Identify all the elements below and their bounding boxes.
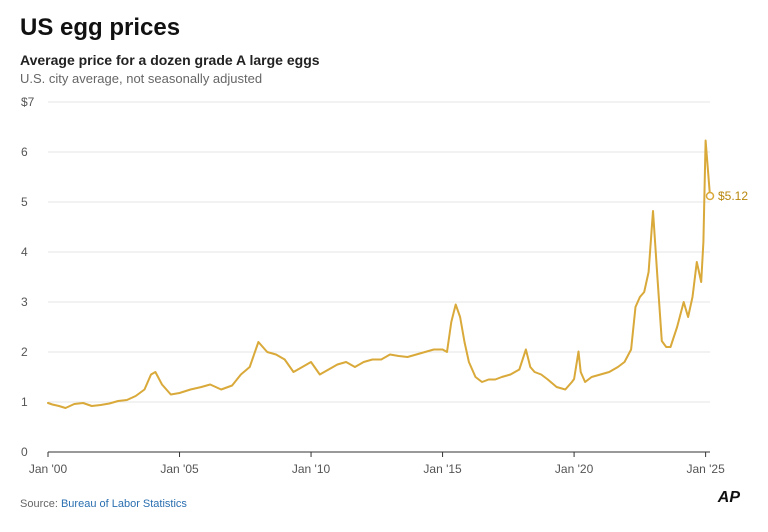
x-tick-label: Jan '10 <box>292 462 331 476</box>
y-tick-label: 6 <box>21 145 28 159</box>
chart-note: U.S. city average, not seasonally adjust… <box>20 71 263 86</box>
x-tick-label: Jan '20 <box>555 462 594 476</box>
source-link[interactable]: Bureau of Labor Statistics <box>60 498 187 510</box>
y-axis-ticks: 0 1 2 3 4 5 6 $7 <box>21 95 35 459</box>
y-tick-label: $7 <box>21 95 35 109</box>
end-point-marker <box>705 191 715 201</box>
y-tick-label: 0 <box>21 445 28 459</box>
x-tick-label: Jan '15 <box>423 462 462 476</box>
source-prefix: Source: <box>20 498 61 510</box>
y-tick-label: 3 <box>21 295 28 309</box>
x-tick-label: Jan '00 <box>29 462 68 476</box>
series-line-egg-price <box>47 139 711 409</box>
chart-title: US egg prices <box>20 14 181 41</box>
x-tick-label: Jan '25 <box>686 462 725 476</box>
chart-subtitle: Average price for a dozen grade A large … <box>20 52 320 68</box>
y-tick-label: 2 <box>21 345 28 359</box>
y-tick-label: 1 <box>21 395 28 409</box>
x-axis-ticks: Jan '00 Jan '05 Jan '10 Jan '15 Jan '20 Jan '… <box>29 452 725 476</box>
end-value-label: $5.12 <box>718 189 748 203</box>
x-tick-label: Jan '05 <box>160 462 199 476</box>
y-tick-label: 5 <box>21 195 28 209</box>
source-footer: Source: Bureau of Labor Statistics <box>20 498 187 510</box>
ap-logo: AP <box>717 489 740 506</box>
y-tick-label: 4 <box>21 245 28 259</box>
gridlines <box>48 101 710 453</box>
